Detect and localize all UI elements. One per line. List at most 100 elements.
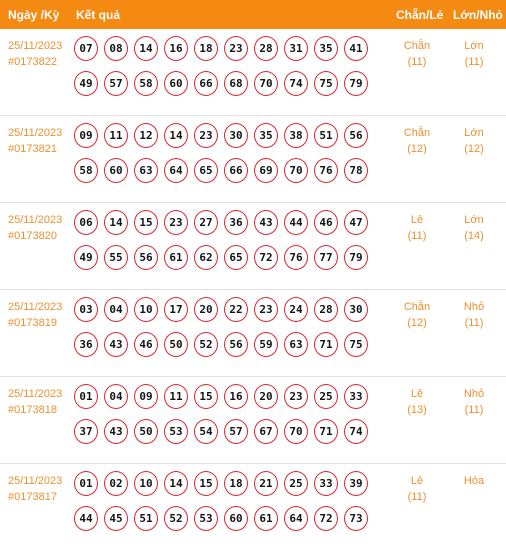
result-numbers: 01 04 09 11 15 16 20 23 25 33 37 43 50 53 54 57 67 70 71 74	[74, 384, 374, 454]
number-ball: 18	[224, 471, 248, 496]
number-ball: 36	[224, 210, 248, 235]
table-row: 25/11/2023 #0173818 01 04 09 11 15 16 20 23 25 33 37…	[0, 377, 506, 464]
big-small-count: (11)	[464, 317, 484, 329]
number-ball: 75	[314, 71, 338, 96]
number-ball: 47	[344, 210, 368, 235]
number-ball: 04	[104, 384, 128, 409]
draw-info: 25/11/2023 #0173819	[8, 299, 62, 331]
number-ball: 45	[104, 506, 128, 531]
number-ball: 17	[164, 297, 188, 322]
result-numbers: 06 14 15 23 27 36 43 44 46 47 49 55 56 61 62 65 72 76 77 79	[74, 210, 374, 280]
number-ball: 28	[314, 297, 338, 322]
number-ball: 23	[164, 210, 188, 235]
number-ball: 23	[194, 123, 218, 148]
number-line: 09 11 12 14 23 30 35 38 51 56	[74, 123, 374, 158]
number-ball: 14	[164, 123, 188, 148]
number-ball: 70	[254, 71, 278, 96]
number-ball: 78	[344, 158, 368, 183]
number-ball: 58	[134, 71, 158, 96]
number-ball: 70	[284, 419, 308, 444]
number-ball: 63	[284, 332, 308, 357]
number-ball: 15	[194, 384, 218, 409]
result-numbers: 03 04 10 17 20 22 23 24 28 30 36 43 46 50 52 56 59 63 71 75	[74, 297, 374, 367]
number-ball: 60	[104, 158, 128, 183]
number-ball: 12	[134, 123, 158, 148]
number-ball: 01	[74, 471, 98, 496]
number-ball: 59	[254, 332, 278, 357]
number-ball: 75	[344, 332, 368, 357]
number-ball: 57	[104, 71, 128, 96]
number-ball: 56	[134, 245, 158, 270]
number-ball: 52	[164, 506, 188, 531]
draw-date: 25/11/2023	[8, 388, 63, 400]
table-row: 25/11/2023 #0173821 09 11 12 14 23 30 35 38 51 56 58…	[0, 116, 506, 203]
number-line: 58 60 63 64 65 66 69 70 76 78	[74, 158, 374, 193]
number-ball: 71	[314, 332, 338, 357]
number-ball: 31	[284, 36, 308, 61]
number-ball: 55	[104, 245, 128, 270]
draw-info: 25/11/2023 #0173818	[8, 386, 62, 418]
big-small-label: Hòa	[463, 475, 485, 487]
number-ball: 62	[194, 245, 218, 270]
number-ball: 35	[314, 36, 338, 61]
number-ball: 30	[224, 123, 248, 148]
number-ball: 69	[254, 158, 278, 183]
number-line: 36 43 46 50 52 56 59 63 71 75	[74, 332, 374, 367]
number-ball: 39	[344, 471, 368, 496]
odd-even-label: Chẵn	[403, 301, 431, 313]
number-ball: 27	[194, 210, 218, 235]
number-ball: 72	[254, 245, 278, 270]
number-ball: 66	[194, 71, 218, 96]
odd-even-label: Lẻ	[410, 475, 424, 487]
number-ball: 06	[74, 210, 98, 235]
big-small-cell: Lớn (14)	[449, 212, 499, 244]
number-ball: 23	[284, 384, 308, 409]
header-date: Ngày /Kỳ	[8, 8, 60, 22]
number-ball: 23	[254, 297, 278, 322]
number-ball: 21	[254, 471, 278, 496]
number-ball: 01	[74, 384, 98, 409]
table-row: 25/11/2023 #0173822 07 08 14 16 18 23 28 31 35 41 49…	[0, 29, 506, 116]
number-ball: 09	[74, 123, 98, 148]
draw-period: #0173822	[8, 56, 57, 68]
number-ball: 50	[164, 332, 188, 357]
odd-even-label: Chẵn	[403, 127, 431, 139]
number-ball: 37	[74, 419, 98, 444]
odd-even-count: (11)	[407, 491, 427, 503]
number-ball: 03	[74, 297, 98, 322]
number-ball: 02	[104, 471, 128, 496]
odd-even-cell: Lẻ (11)	[392, 212, 442, 244]
number-ball: 72	[314, 506, 338, 531]
number-ball: 44	[74, 506, 98, 531]
big-small-cell: Lớn (11)	[449, 38, 499, 70]
odd-even-label: Chẵn	[403, 40, 431, 52]
draw-date: 25/11/2023	[8, 127, 63, 139]
table-row: 25/11/2023 #0173820 06 14 15 23 27 36 43 44 46 47 49…	[0, 203, 506, 290]
number-ball: 56	[344, 123, 368, 148]
number-ball: 76	[284, 245, 308, 270]
number-ball: 68	[224, 71, 248, 96]
number-ball: 79	[344, 245, 368, 270]
number-ball: 60	[224, 506, 248, 531]
number-ball: 49	[74, 245, 98, 270]
number-ball: 51	[314, 123, 338, 148]
number-ball: 52	[194, 332, 218, 357]
number-ball: 25	[314, 384, 338, 409]
number-ball: 64	[164, 158, 188, 183]
number-line: 49 57 58 60 66 68 70 74 75 79	[74, 71, 374, 106]
draw-period: #0173820	[8, 230, 57, 242]
number-ball: 44	[284, 210, 308, 235]
odd-even-cell: Chẵn (12)	[392, 299, 442, 331]
odd-even-cell: Chẵn (12)	[392, 125, 442, 157]
number-ball: 24	[284, 297, 308, 322]
big-small-cell: Hòa	[449, 473, 499, 489]
number-ball: 49	[74, 71, 98, 96]
number-ball: 33	[344, 384, 368, 409]
number-ball: 04	[104, 297, 128, 322]
header-big-small: Lớn/Nhỏ	[453, 8, 503, 22]
odd-even-count: (11)	[407, 230, 427, 242]
number-ball: 66	[224, 158, 248, 183]
number-ball: 74	[344, 419, 368, 444]
number-ball: 09	[134, 384, 158, 409]
draw-info: 25/11/2023 #0173820	[8, 212, 62, 244]
